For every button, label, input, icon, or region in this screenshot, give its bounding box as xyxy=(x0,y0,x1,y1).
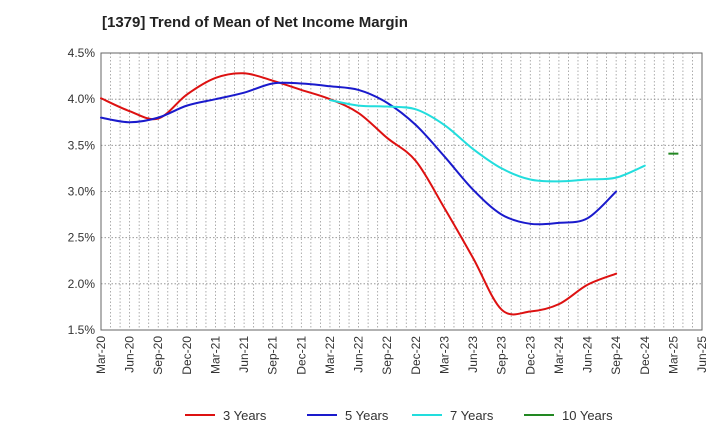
y-tick-label: 1.5% xyxy=(68,323,96,337)
x-tick-label: Jun-20 xyxy=(123,336,137,373)
series-line-5-years xyxy=(100,81,618,226)
series-lines xyxy=(100,72,679,316)
legend-label-3-years: 3 Years xyxy=(223,408,267,423)
x-tick-label: Jun-24 xyxy=(581,336,595,373)
legend: 3 Years 5 Years 7 Years 10 Years xyxy=(185,408,613,423)
x-tick-label: Sep-23 xyxy=(495,336,509,375)
x-tick-label: Mar-21 xyxy=(208,336,222,374)
chart-title: [1379] Trend of Mean of Net Income Margi… xyxy=(102,14,408,31)
x-tick-label: Jun-23 xyxy=(466,336,480,373)
x-tick-label: Jun-21 xyxy=(237,336,251,373)
x-tick-label: Mar-22 xyxy=(323,336,337,374)
y-tick-label: 3.0% xyxy=(68,185,96,199)
x-tick-label: Dec-22 xyxy=(409,336,423,375)
y-tick-label: 2.0% xyxy=(68,277,96,291)
legend-label-5-years: 5 Years xyxy=(345,408,389,423)
y-tick-label: 4.0% xyxy=(68,92,96,106)
plot-border xyxy=(100,52,703,331)
x-tick-label: Dec-20 xyxy=(180,336,194,375)
x-tick-label: Sep-20 xyxy=(151,336,165,375)
x-tick-label: Mar-24 xyxy=(552,336,566,374)
x-tick-label: Dec-24 xyxy=(638,336,652,375)
x-tick-label: Mar-20 xyxy=(94,336,108,374)
x-tick-label: Jun-22 xyxy=(352,336,366,373)
x-tick-label: Mar-23 xyxy=(437,336,451,374)
series-line-3-years xyxy=(100,72,618,316)
y-tick-label: 3.5% xyxy=(68,138,96,152)
series-line-7-years xyxy=(328,99,646,183)
y-tick-label: 4.5% xyxy=(68,46,96,60)
y-tick-label: 2.5% xyxy=(68,231,96,245)
y-axis-tick-labels: 1.5% 2.0% 2.5% 3.0% 3.5% 4.0% 4.5% xyxy=(68,46,96,337)
legend-label-10-years: 10 Years xyxy=(562,408,613,423)
x-tick-label: Mar-25 xyxy=(666,336,680,374)
plot-area xyxy=(101,53,702,330)
x-axis-tick-labels: Mar-20 Jun-20 Sep-20 Dec-20 Mar-21 Jun-21 Sep-… xyxy=(94,336,709,375)
x-tick-label: Dec-23 xyxy=(523,336,537,375)
x-tick-label: Sep-22 xyxy=(380,336,394,375)
x-tick-label: Jun-25 xyxy=(695,336,709,373)
x-tick-label: Dec-21 xyxy=(294,336,308,375)
x-tick-label: Sep-21 xyxy=(266,336,280,375)
x-tick-label: Sep-24 xyxy=(609,336,623,375)
legend-label-7-years: 7 Years xyxy=(450,408,494,423)
